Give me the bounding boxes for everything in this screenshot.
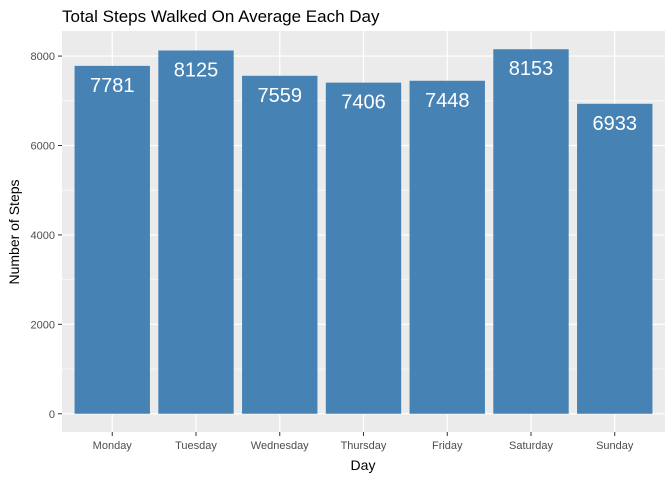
data-label-saturday: 8153 (509, 58, 554, 80)
y-tick-label: 8000 (31, 51, 55, 63)
y-tick-label: 6000 (31, 141, 55, 153)
bar-thursday (325, 82, 402, 414)
bar-monday (74, 65, 150, 414)
x-tick-label-tuesday: Tuesday (175, 440, 217, 452)
bar-wednesday (242, 75, 318, 414)
y-axis: 0 2000 4000 6000 8000 (31, 51, 62, 421)
x-tick-label-friday: Friday (432, 440, 463, 452)
chart-title: Total Steps Walked On Average Each Day (62, 7, 380, 26)
bar-sunday (577, 103, 653, 414)
x-tick-label-monday: Monday (93, 440, 133, 452)
data-label-monday: 7781 (90, 75, 135, 97)
bars (74, 49, 653, 414)
bar-tuesday (158, 50, 234, 414)
x-tick-label-thursday: Thursday (341, 440, 387, 452)
x-tick-label-wednesday: Wednesday (251, 440, 309, 452)
bar-saturday (493, 49, 569, 414)
x-axis-title: Day (351, 457, 376, 473)
x-axis: Monday Tuesday Wednesday Thursday Friday Satu… (93, 432, 634, 452)
y-axis-title: Number of Steps (6, 179, 22, 284)
data-labels: 7781 8125 7559 7406 7448 8153 6933 (90, 58, 637, 135)
bar-friday (409, 80, 485, 414)
y-tick-label: 4000 (31, 230, 55, 242)
y-tick-label: 0 (49, 409, 55, 421)
x-tick-label-sunday: Sunday (596, 440, 634, 452)
data-label-tuesday: 8125 (174, 59, 219, 81)
data-label-wednesday: 7559 (258, 85, 303, 107)
x-tick-label-saturday: Saturday (509, 440, 554, 452)
data-label-friday: 7448 (425, 90, 470, 112)
data-label-sunday: 6933 (593, 113, 638, 135)
y-tick-label: 2000 (31, 319, 55, 331)
data-label-thursday: 7406 (341, 92, 386, 114)
